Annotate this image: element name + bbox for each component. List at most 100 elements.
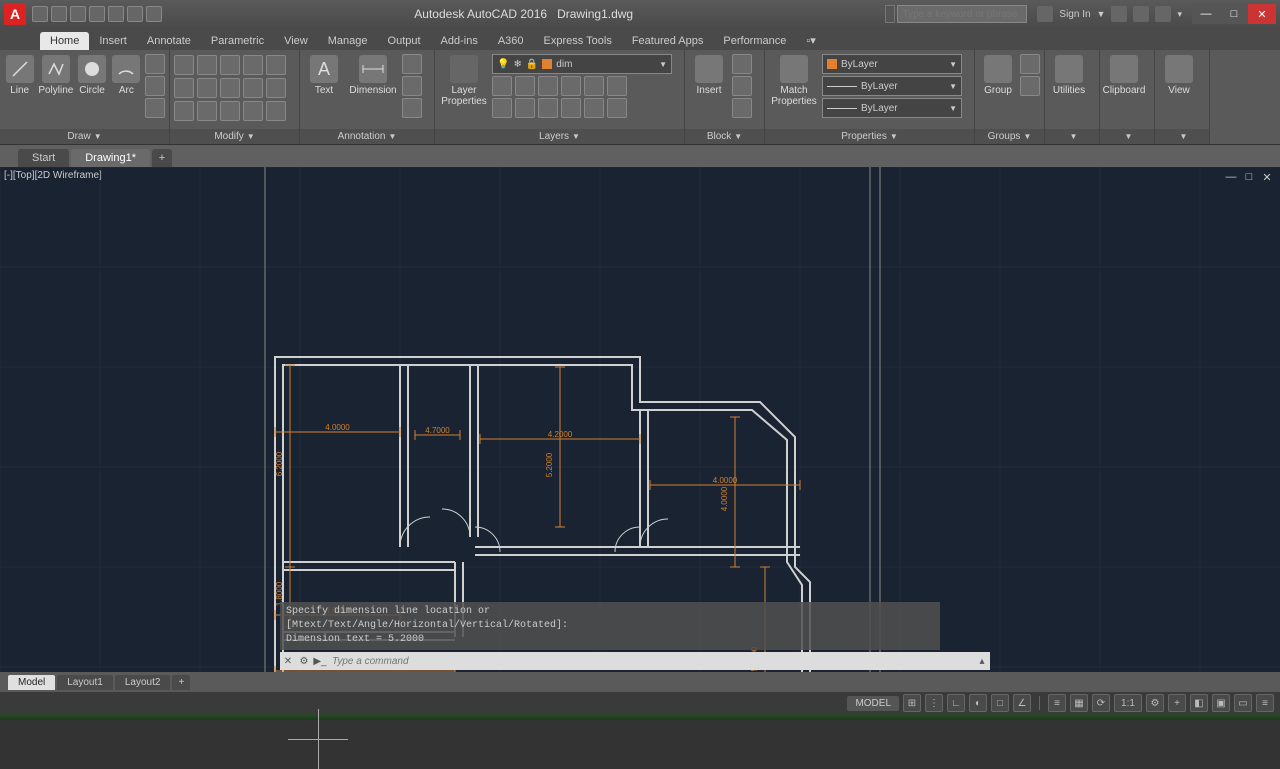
signin-arrow-icon[interactable]: ▼ [1097,9,1106,19]
tab-manage[interactable]: Manage [318,32,378,50]
leader-button[interactable] [402,54,422,74]
view-button[interactable]: View [1159,52,1199,96]
modify-13[interactable] [220,101,240,121]
panel-modify-title[interactable]: Modify▼ [170,129,299,144]
stretch-button[interactable] [243,78,263,98]
tab-add-button[interactable]: + [152,149,172,167]
snap-toggle[interactable]: ⋮ [925,694,943,712]
insert-button[interactable]: Insert [689,52,729,96]
table-button[interactable] [402,76,422,96]
tab-performance[interactable]: Performance [713,32,796,50]
search-arrow-icon[interactable] [885,5,895,23]
tab-express-tools[interactable]: Express Tools [534,32,622,50]
anno-monitor-toggle[interactable]: + [1168,694,1186,712]
help-search-input[interactable] [897,5,1027,23]
close-button[interactable]: ✕ [1248,4,1276,24]
explode-button[interactable] [220,78,240,98]
color-combo[interactable]: ByLayer▼ [822,54,962,74]
app-logo[interactable]: A [4,3,26,25]
rotate-button[interactable] [197,55,217,75]
group-edit-button[interactable] [1020,76,1040,96]
qat-save-icon[interactable] [70,6,86,22]
infocenter-icon[interactable] [1037,6,1053,22]
layer-iso-button[interactable] [515,76,535,96]
customize-button[interactable]: ≡ [1256,694,1274,712]
mirror-button[interactable] [174,78,194,98]
cmd-close-icon[interactable]: ✕ [280,656,296,667]
tab-view[interactable]: View [274,32,318,50]
layer-prev-button[interactable] [515,98,535,118]
utilities-button[interactable]: Utilities [1049,52,1089,96]
block-attr-button[interactable] [732,98,752,118]
modify-15[interactable] [266,101,286,121]
clipboard-button[interactable]: Clipboard [1104,52,1144,96]
edit-block-button[interactable] [732,76,752,96]
lineweight-combo[interactable]: ByLayer▼ [822,76,962,96]
tab-featured-apps[interactable]: Featured Apps [622,32,714,50]
tab-a360[interactable]: A360 [488,32,534,50]
tab-start[interactable]: Start [18,149,69,167]
qat-open-icon[interactable] [51,6,67,22]
layout-tab-model[interactable]: Model [8,675,55,690]
move-button[interactable] [174,55,194,75]
lineweight-toggle[interactable]: ≡ [1048,694,1066,712]
linetype-combo[interactable]: ByLayer▼ [822,98,962,118]
polyline-button[interactable]: Polyline [38,52,73,96]
create-block-button[interactable] [732,54,752,74]
layer-9[interactable] [538,98,558,118]
tab-insert[interactable]: Insert [89,32,137,50]
layer-12[interactable] [607,98,627,118]
layout-add-button[interactable]: + [172,675,190,690]
arc-button[interactable]: Arc [111,52,142,96]
transparency-toggle[interactable]: ▦ [1070,694,1088,712]
workspace-button[interactable]: ⚙ [1146,694,1164,712]
fillet-button[interactable] [197,78,217,98]
layer-5[interactable] [584,76,604,96]
isolate-button[interactable]: ◧ [1190,694,1208,712]
tab-annotate[interactable]: Annotate [137,32,201,50]
tab-home[interactable]: Home [40,32,89,50]
drawing-canvas[interactable]: [-][Top][2D Wireframe] — □ ✕ 4.00006.200… [0,167,1280,672]
a360-icon[interactable] [1133,6,1149,22]
help-icon[interactable] [1155,6,1171,22]
layout-tab-layout2[interactable]: Layout2 [115,675,171,690]
layer-match-button[interactable] [492,98,512,118]
panel-properties-title[interactable]: Properties▼ [765,129,974,144]
draw-flyout-2[interactable] [145,76,165,96]
qat-saveas-icon[interactable] [89,6,105,22]
layer-freeze-button[interactable] [538,76,558,96]
tab-parametric[interactable]: Parametric [201,32,274,50]
hardware-button[interactable]: ▣ [1212,694,1230,712]
array-button[interactable] [174,101,194,121]
draw-flyout-1[interactable] [145,54,165,74]
layer-combo[interactable]: 💡❄🔒 dim ▼ [492,54,672,74]
help-arrow-icon[interactable]: ▾ [1177,9,1182,20]
command-input[interactable] [328,656,974,667]
qat-redo-icon[interactable] [146,6,162,22]
layer-properties-button[interactable]: LayerProperties [439,52,489,107]
qat-undo-icon[interactable] [127,6,143,22]
layer-11[interactable] [584,98,604,118]
panel-draw-title[interactable]: Draw▼ [0,129,169,144]
tab-add-ins[interactable]: Add-ins [431,32,488,50]
panel-clipboard-title[interactable]: ▼ [1100,129,1154,144]
trim-button[interactable] [220,55,240,75]
model-indicator[interactable]: MODEL [847,696,899,711]
panel-layers-title[interactable]: Layers▼ [435,129,684,144]
exchange-icon[interactable] [1111,6,1127,22]
minimize-button[interactable]: — [1192,4,1220,24]
signin-label[interactable]: Sign In [1059,9,1090,20]
ortho-toggle[interactable]: ∟ [947,694,965,712]
layer-6[interactable] [607,76,627,96]
erase-button[interactable] [243,55,263,75]
ribbon-minimize-icon[interactable]: ▫▾ [796,31,825,50]
circle-button[interactable]: Circle [76,52,107,96]
panel-view-title[interactable]: ▼ [1155,129,1209,144]
panel-annotation-title[interactable]: Annotation▼ [300,129,434,144]
tab-output[interactable]: Output [378,32,431,50]
cmd-recent-icon[interactable]: ▴ [974,656,990,667]
otrack-toggle[interactable]: ∠ [1013,694,1031,712]
qat-plot-icon[interactable] [108,6,124,22]
polar-toggle[interactable]: ◐ [969,694,987,712]
modify-14[interactable] [243,101,263,121]
